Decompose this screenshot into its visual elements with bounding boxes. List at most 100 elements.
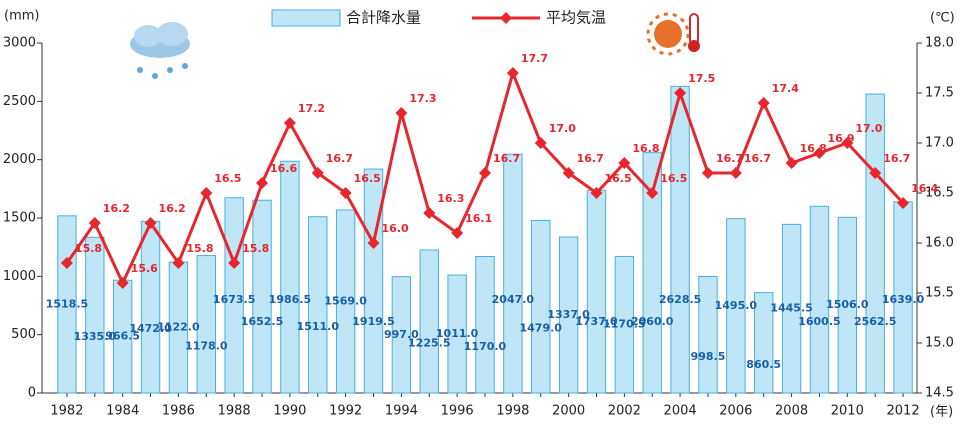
rain-icon xyxy=(130,22,190,79)
bar xyxy=(86,237,104,393)
marker xyxy=(786,157,798,169)
legend-label: 平均気温 xyxy=(546,9,606,27)
x-tick-label: 1986 xyxy=(162,404,195,419)
bar-value-label: 1170.0 xyxy=(464,340,507,353)
line-value-label: 17.3 xyxy=(409,92,436,105)
y-tick-label: 1000 xyxy=(3,269,36,284)
marker xyxy=(730,167,742,179)
marker xyxy=(758,97,770,109)
bar xyxy=(141,221,159,393)
bar-value-label: 1652.5 xyxy=(241,315,283,328)
x-tick-label: 2004 xyxy=(664,404,697,419)
line-value-label: 16.2 xyxy=(159,202,186,215)
line-value-label: 16.2 xyxy=(103,202,130,215)
x-tick-label: 1984 xyxy=(106,404,139,419)
line-value-label: 16.7 xyxy=(326,152,353,165)
x-tick-label: 2008 xyxy=(775,404,808,419)
line-value-label: 17.4 xyxy=(772,82,799,95)
bar xyxy=(420,250,438,393)
marker xyxy=(256,177,268,189)
bar xyxy=(587,190,605,393)
bar-value-label: 2060.0 xyxy=(631,315,674,328)
x-tick-label: 2006 xyxy=(719,404,752,419)
y-axis-unit: (mm) xyxy=(4,9,39,24)
bar-value-label: 1673.5 xyxy=(213,293,255,306)
bar xyxy=(504,154,522,393)
marker xyxy=(507,67,519,79)
line-value-label: 17.2 xyxy=(298,102,325,115)
bar xyxy=(671,86,689,393)
bar-value-label: 1986.5 xyxy=(269,293,311,306)
line-value-label: 17.0 xyxy=(855,122,882,135)
y2-axis-unit: (℃) xyxy=(930,11,955,26)
marker xyxy=(284,117,296,129)
x-tick-label: 1994 xyxy=(385,404,418,419)
x-tick-label: 2012 xyxy=(887,404,920,419)
bar-value-label: 1639.0 xyxy=(882,293,925,306)
x-tick-label: 2010 xyxy=(831,404,864,419)
line-value-label: 16.5 xyxy=(660,172,687,185)
marker xyxy=(395,107,407,119)
bar-value-label: 1122.0 xyxy=(157,321,200,334)
bar xyxy=(532,220,550,393)
line-value-label: 15.8 xyxy=(242,242,269,255)
bar xyxy=(364,169,382,393)
marker xyxy=(200,187,212,199)
line-value-label: 17.5 xyxy=(688,72,715,85)
legend-swatch xyxy=(272,10,340,26)
legend-label: 合計降水量 xyxy=(346,9,421,27)
line-value-label: 16.0 xyxy=(382,222,409,235)
y2-tick-label: 16.0 xyxy=(925,236,954,251)
bar-value-label: 1011.0 xyxy=(436,327,479,340)
bar xyxy=(281,161,299,393)
bar xyxy=(866,94,884,393)
bar-value-label: 998.5 xyxy=(691,350,726,363)
line-value-label: 16.3 xyxy=(437,192,464,205)
bar-value-label: 1495.0 xyxy=(715,299,758,312)
line-value-label: 16.7 xyxy=(493,152,520,165)
y-tick-label: 2000 xyxy=(3,152,36,167)
bar-value-label: 1445.5 xyxy=(770,302,812,315)
line-value-label: 16.8 xyxy=(800,142,827,155)
sun-icon xyxy=(648,14,700,54)
line-value-label: 16.5 xyxy=(354,172,381,185)
chart: (mm) (℃) (年) 05001000150020002500300014.… xyxy=(0,0,975,424)
line-value-label: 16.6 xyxy=(270,162,297,175)
x-tick-label: 1990 xyxy=(273,404,306,419)
x-tick-label: 1996 xyxy=(441,404,474,419)
marker xyxy=(702,167,714,179)
bar-value-label: 1569.0 xyxy=(324,294,367,307)
line-value-label: 16.7 xyxy=(577,152,604,165)
bar xyxy=(476,257,494,394)
y-tick-label: 500 xyxy=(11,327,36,342)
y2-tick-label: 17.0 xyxy=(925,136,954,151)
bar xyxy=(197,256,215,393)
bar-value-label: 2562.5 xyxy=(854,315,896,328)
x-tick-label: 1988 xyxy=(218,404,251,419)
x-tick-label: 1998 xyxy=(496,404,529,419)
y-tick-label: 1500 xyxy=(3,211,36,226)
y2-tick-label: 18.0 xyxy=(925,36,954,51)
line-value-label: 16.5 xyxy=(214,172,241,185)
bar-value-label: 860.5 xyxy=(746,358,781,371)
x-axis-unit: (年) xyxy=(930,405,953,420)
y-tick-label: 0 xyxy=(28,386,36,401)
line-value-label: 15.8 xyxy=(186,242,213,255)
line-value-label: 16.9 xyxy=(827,132,854,145)
bar xyxy=(699,277,717,393)
bar-value-label: 1479.0 xyxy=(520,322,563,335)
y2-tick-label: 15.0 xyxy=(925,336,954,351)
x-tick-label: 1982 xyxy=(50,404,83,419)
legend-marker xyxy=(500,12,512,24)
bar-value-label: 1506.0 xyxy=(826,298,869,311)
bar-value-label: 2628.5 xyxy=(659,293,701,306)
bar-value-label: 1518.5 xyxy=(46,297,88,310)
y2-tick-label: 17.5 xyxy=(925,86,954,101)
line-value-label: 16.1 xyxy=(465,212,492,225)
line-value-label: 17.0 xyxy=(549,122,576,135)
line-value-label: 16.4 xyxy=(911,182,938,195)
bar-value-label: 2047.0 xyxy=(492,293,535,306)
x-tick-label: 2000 xyxy=(552,404,585,419)
line-value-label: 16.7 xyxy=(716,152,743,165)
x-tick-label: 1992 xyxy=(329,404,362,419)
